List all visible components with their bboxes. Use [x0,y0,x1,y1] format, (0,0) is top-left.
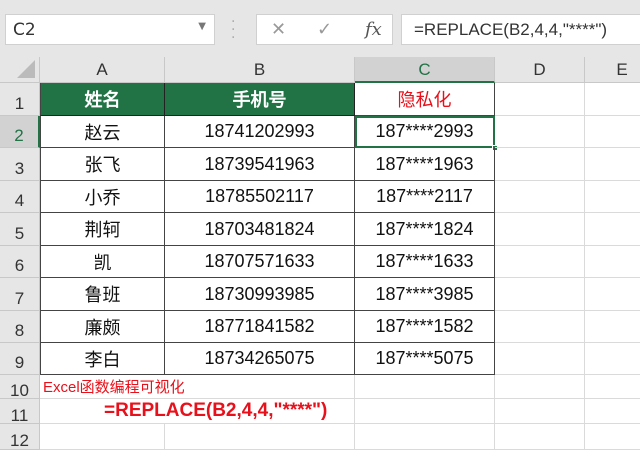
cell[interactable] [585,311,640,343]
cell-name[interactable]: 张飞 [40,148,165,181]
cell[interactable] [495,343,585,375]
chevron-down-icon[interactable]: ▼ [198,21,206,32]
column-header-a[interactable]: A [40,57,165,83]
formula-buttons: ✕ ✓ fx [256,14,393,45]
cell-phone[interactable]: 18703481824 [165,213,355,246]
row-header-12[interactable]: 12 [0,424,40,450]
cell[interactable] [585,399,640,424]
column-header-b[interactable]: B [165,57,355,83]
row-header-6[interactable]: 6 [0,246,40,278]
cell[interactable] [585,181,640,213]
cancel-icon[interactable]: ✕ [271,19,287,40]
cell[interactable] [355,424,495,450]
header-name[interactable]: 姓名 [40,83,165,116]
cell[interactable] [495,424,585,450]
formula-input[interactable]: =REPLACE(B2,4,4,"****") [401,14,640,45]
note-text[interactable]: Excel函数编程可视化 [40,375,185,399]
row-header-1[interactable]: 1 [0,83,40,116]
header-phone[interactable]: 手机号 [165,83,355,116]
cell[interactable] [495,213,585,246]
row-header-10[interactable]: 10 [0,375,40,400]
cell-masked[interactable]: 187****3985 [355,278,495,311]
cell-phone[interactable]: 18730993985 [165,278,355,311]
cell-name[interactable]: 凯 [40,246,165,278]
cell-masked[interactable]: 187****1633 [355,246,495,278]
cell-name[interactable]: 荆轲 [40,213,165,246]
cell-phone[interactable]: 18771841582 [165,311,355,343]
cell[interactable] [585,424,640,450]
cell[interactable] [585,116,640,148]
cell[interactable] [40,424,165,450]
cell-masked[interactable]: 187****1582 [355,311,495,343]
cell-masked[interactable]: 187****1963 [355,148,495,181]
row-header-2[interactable]: 2 [0,116,40,148]
cell[interactable] [585,213,640,246]
cell[interactable] [495,311,585,343]
row-header-11[interactable]: 11 [0,399,40,425]
cell[interactable] [355,399,495,424]
cell[interactable] [355,375,495,399]
cell[interactable] [495,116,585,148]
cell[interactable] [495,399,585,424]
name-box[interactable]: C2 ▼ [5,14,215,45]
select-all-button[interactable] [0,57,40,83]
enter-icon[interactable]: ✓ [317,19,333,40]
cell-masked[interactable]: 187****1824 [355,213,495,246]
cell[interactable] [585,246,640,278]
cell[interactable] [495,246,585,278]
cell[interactable] [585,278,640,311]
cell[interactable] [165,399,355,424]
cell[interactable] [495,148,585,181]
cell-masked[interactable]: 187****5075 [355,343,495,375]
row-header-8[interactable]: 8 [0,311,40,343]
cell-phone[interactable]: 18741202993 [165,116,355,148]
cell[interactable] [495,278,585,311]
row-header-4[interactable]: 4 [0,181,40,213]
drag-handle-icon[interactable]: · · · [231,14,236,46]
cell[interactable] [495,83,585,116]
cell[interactable] [165,375,355,399]
cell-name[interactable]: 李白 [40,343,165,375]
cell[interactable] [585,83,640,116]
row-header-5[interactable]: 5 [0,213,40,246]
row-header-7[interactable]: 7 [0,278,40,311]
row-header-3[interactable]: 3 [0,148,40,181]
column-header-d[interactable]: D [495,57,585,83]
fill-handle[interactable] [492,145,498,151]
name-box-value: C2 [13,20,36,40]
cell-name[interactable]: 鲁班 [40,278,165,311]
cell[interactable] [585,375,640,399]
cell-masked[interactable]: 187****2117 [355,181,495,213]
formula-toolbar: C2 ▼ · · · ✕ ✓ fx =REPLACE(B2,4,4,"****") [0,0,640,57]
cell[interactable] [585,148,640,181]
column-header-c[interactable]: C [355,57,495,83]
cell-phone[interactable]: 18785502117 [165,181,355,213]
formula-note[interactable]: =REPLACE(B2,4,4,"****") [40,399,327,424]
cell-phone[interactable]: 18739541963 [165,148,355,181]
cell-name[interactable]: 小乔 [40,181,165,213]
cell[interactable] [165,424,355,450]
row-header-9[interactable]: 9 [0,343,40,375]
fx-icon[interactable]: fx [365,19,382,40]
cell-name[interactable]: 廉颇 [40,311,165,343]
column-header-e[interactable]: E [585,57,640,83]
cell-name[interactable]: 赵云 [40,116,165,148]
cell[interactable] [495,375,585,399]
cell-masked-selected[interactable]: 187****2993 [355,116,498,151]
cell[interactable] [495,181,585,213]
cell-phone[interactable]: 18734265075 [165,343,355,375]
cell-phone[interactable]: 18707571633 [165,246,355,278]
cell[interactable] [585,343,640,375]
header-masked[interactable]: 隐私化 [355,83,495,116]
